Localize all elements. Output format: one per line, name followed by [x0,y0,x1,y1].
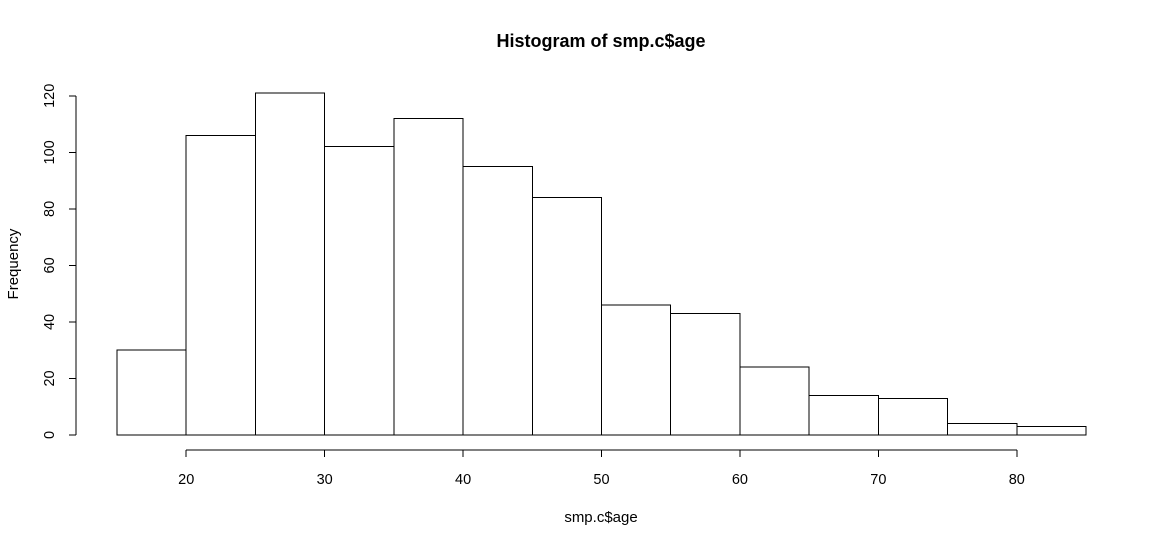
y-tick-label-20: 20 [42,370,58,386]
x-tick-label-50: 50 [593,472,609,488]
y-axis: 0 20 40 60 80 100 120 [42,84,77,439]
y-tick-label-40: 40 [42,314,58,330]
histogram-bar-8 [670,312,741,436]
chart-title: Histogram of smp.c$age [496,31,705,51]
x-tick-label-20: 20 [178,472,194,488]
x-tick-label-60: 60 [732,472,748,488]
x-axis: 20 30 40 50 60 70 80 [178,449,1025,488]
bars-group [116,92,1087,436]
histogram-bar-1 [185,134,256,436]
histogram-bar-12 [947,423,1018,436]
x-axis-label: smp.c$age [564,509,637,526]
y-tick-label-120: 120 [42,84,58,108]
histogram-bar-5 [462,165,533,436]
histogram-bar-13 [1016,426,1087,436]
y-tick-label-100: 100 [42,140,58,164]
histogram-bar-0 [116,349,187,436]
histogram-bar-7 [601,304,672,436]
histogram-bar-3 [324,146,395,436]
histogram-bar-9 [739,366,810,436]
histogram-bar-6 [531,197,602,436]
x-tick-label-80: 80 [1009,472,1025,488]
y-tick-label-80: 80 [42,201,58,217]
y-axis-label: Frequency [5,228,22,299]
histogram-bar-11 [877,397,949,436]
x-tick-label-40: 40 [455,472,471,488]
histogram-bar-2 [254,92,326,436]
histogram-bar-4 [393,117,464,436]
x-tick-label-30: 30 [317,472,333,488]
y-tick-label-60: 60 [42,257,58,273]
y-tick-label-0: 0 [42,431,58,439]
histogram-bar-10 [808,394,879,436]
x-tick-label-70: 70 [870,472,886,488]
